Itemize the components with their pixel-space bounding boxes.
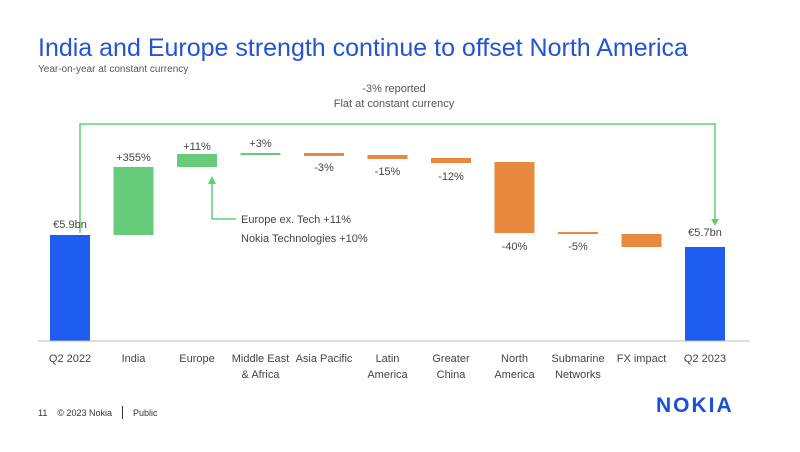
category-label: Greater — [432, 353, 470, 365]
annotation-europe: Nokia Technologies +10% — [241, 233, 368, 245]
annotation-top: Flat at constant currency — [334, 98, 455, 110]
category-label: Q2 2022 — [49, 353, 91, 365]
data-label: -12% — [438, 171, 464, 183]
category-label: India — [122, 353, 147, 365]
data-label: €5.9bn — [53, 219, 87, 231]
bar-q2-2023 — [685, 247, 725, 341]
data-label: -3% — [314, 162, 334, 174]
bar-asia-pacific — [304, 153, 344, 156]
bar-europe — [177, 154, 217, 167]
data-label: +11% — [183, 141, 211, 153]
footer-classification: Public — [133, 407, 158, 418]
bar-fx-impact — [621, 234, 662, 247]
connector-line — [79, 123, 716, 233]
annotation-europe: Europe ex. Tech +11% — [241, 214, 351, 226]
category-label: Latin — [376, 353, 400, 365]
footer-divider — [122, 406, 124, 419]
annotation-arrow-line — [211, 182, 236, 220]
bar-latin-america — [367, 155, 408, 159]
connector-arrowhead — [711, 219, 719, 226]
category-label: America — [367, 369, 408, 381]
data-label: +355% — [116, 152, 151, 164]
category-label: Europe — [179, 353, 214, 365]
bar-greater-china — [431, 158, 471, 163]
category-label: FX impact — [617, 353, 667, 365]
footer-copyright: © 2023 Nokia — [57, 407, 113, 418]
annotation-arrowhead — [208, 176, 216, 184]
category-label: North — [501, 353, 528, 365]
data-label: +3% — [249, 138, 272, 150]
page-subtitle: Year-on-year at constant currency — [38, 64, 189, 75]
nokia-logo: NOKIA — [656, 394, 734, 417]
bar-north-america — [494, 162, 535, 233]
category-label: Middle East — [232, 353, 289, 365]
category-label: China — [437, 369, 467, 381]
bar-q2-2022 — [50, 235, 90, 341]
bar-submarine-networks — [558, 232, 598, 234]
category-label: Q2 2023 — [684, 353, 726, 365]
data-label: -5% — [568, 241, 588, 253]
data-label: -15% — [375, 166, 401, 178]
annotation-top: -3% reported — [362, 83, 426, 95]
category-label: Submarine — [551, 353, 604, 365]
page-title: India and Europe strength continue to of… — [38, 34, 688, 62]
bar-middle-east-africa — [240, 153, 281, 155]
data-label: -40% — [502, 241, 528, 253]
category-label: America — [494, 369, 535, 381]
category-label: Networks — [555, 369, 601, 381]
category-label: & Africa — [242, 369, 281, 381]
data-label: €5.7bn — [688, 227, 722, 239]
category-label: Asia Pacific — [296, 353, 353, 365]
footer-page-number: 11 — [38, 407, 48, 418]
bar-india — [113, 167, 154, 235]
footer: 11 © 2023 Nokia Public — [38, 406, 158, 419]
